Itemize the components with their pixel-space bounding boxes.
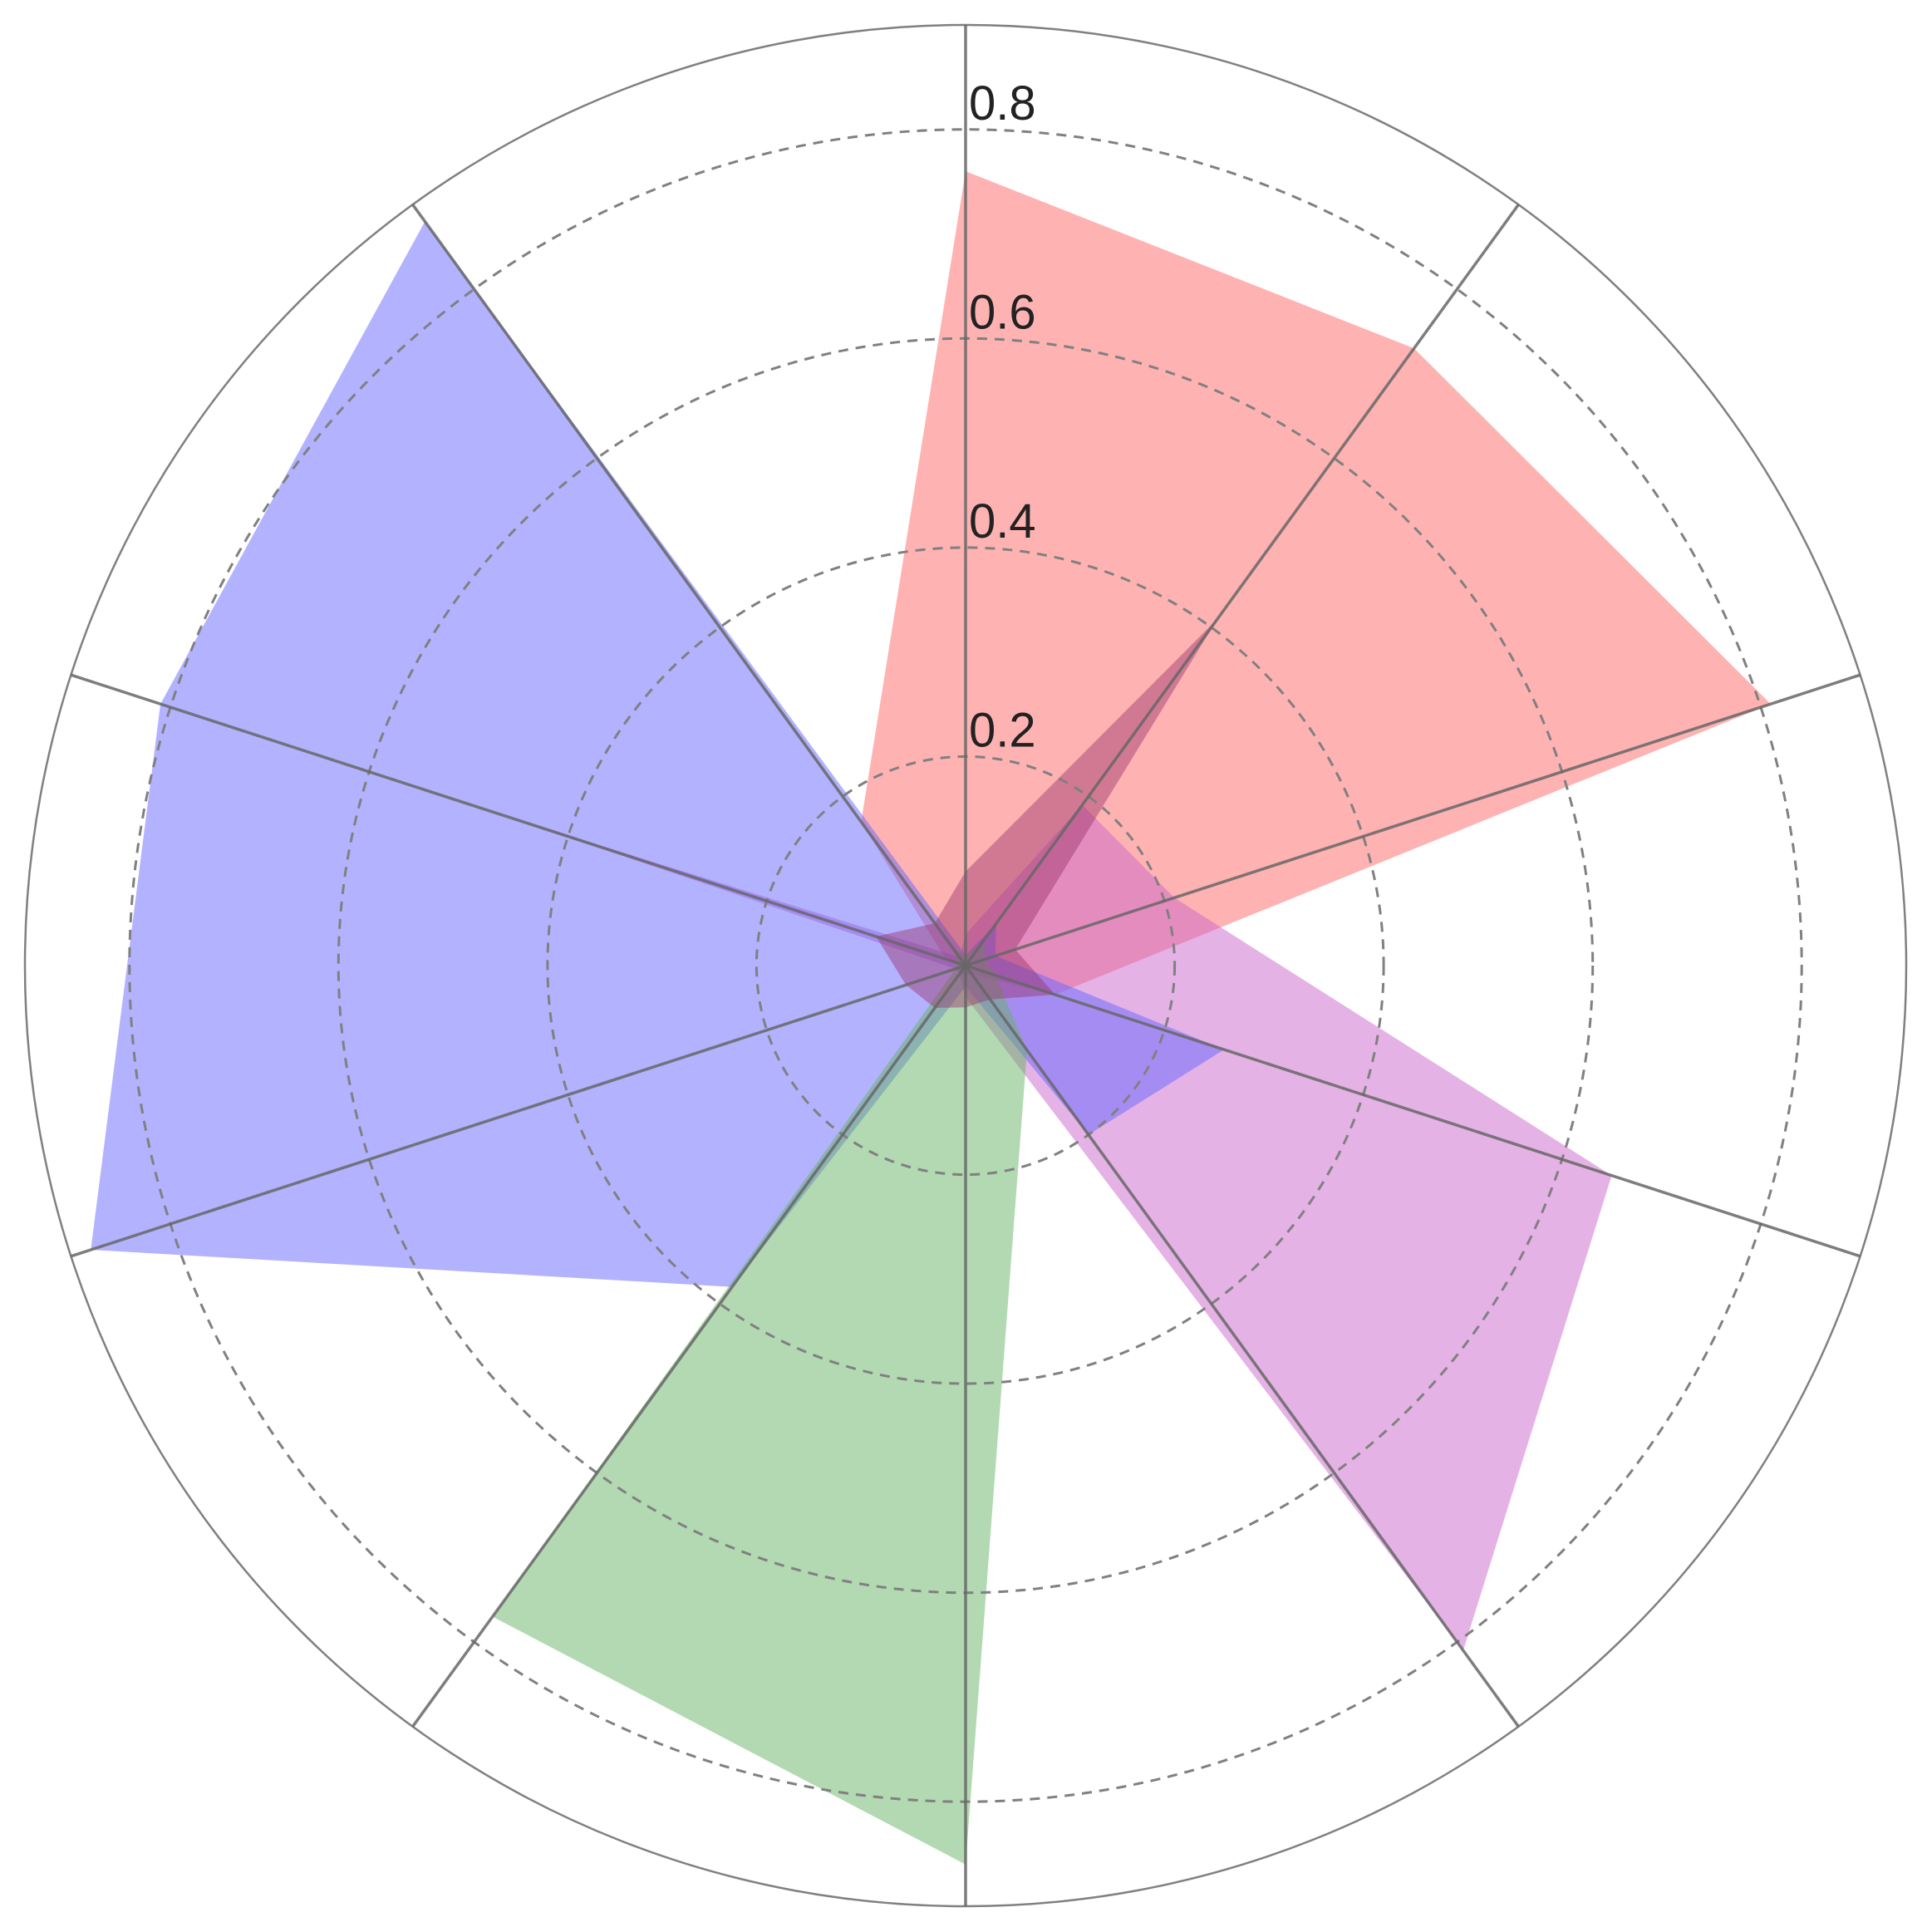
- spoke-line-8: [70, 964, 966, 1258]
- grid-circle-2: [546, 546, 1385, 1385]
- series-area-3: [91, 221, 1224, 1287]
- spoke-line-9: [70, 673, 966, 967]
- series-area-4: [492, 940, 1027, 1865]
- series-area-5: [876, 618, 1218, 1008]
- radial-tick-label: 0.4: [969, 494, 1036, 548]
- spoke-line-3: [965, 673, 1861, 967]
- radial-tick-label: 0.8: [969, 76, 1036, 130]
- series-area-1: [861, 171, 1771, 995]
- series-area-2: [508, 804, 1612, 1651]
- radial-tick-label: 0.6: [969, 285, 1036, 339]
- spoke-line-5: [964, 964, 1520, 1728]
- radial-tick-label: 0.2: [969, 703, 1036, 757]
- spoke-line-2: [964, 204, 1520, 967]
- spoke-line-7: [411, 964, 967, 1728]
- spoke-line-10: [411, 204, 967, 967]
- spoke-line-4: [965, 964, 1861, 1258]
